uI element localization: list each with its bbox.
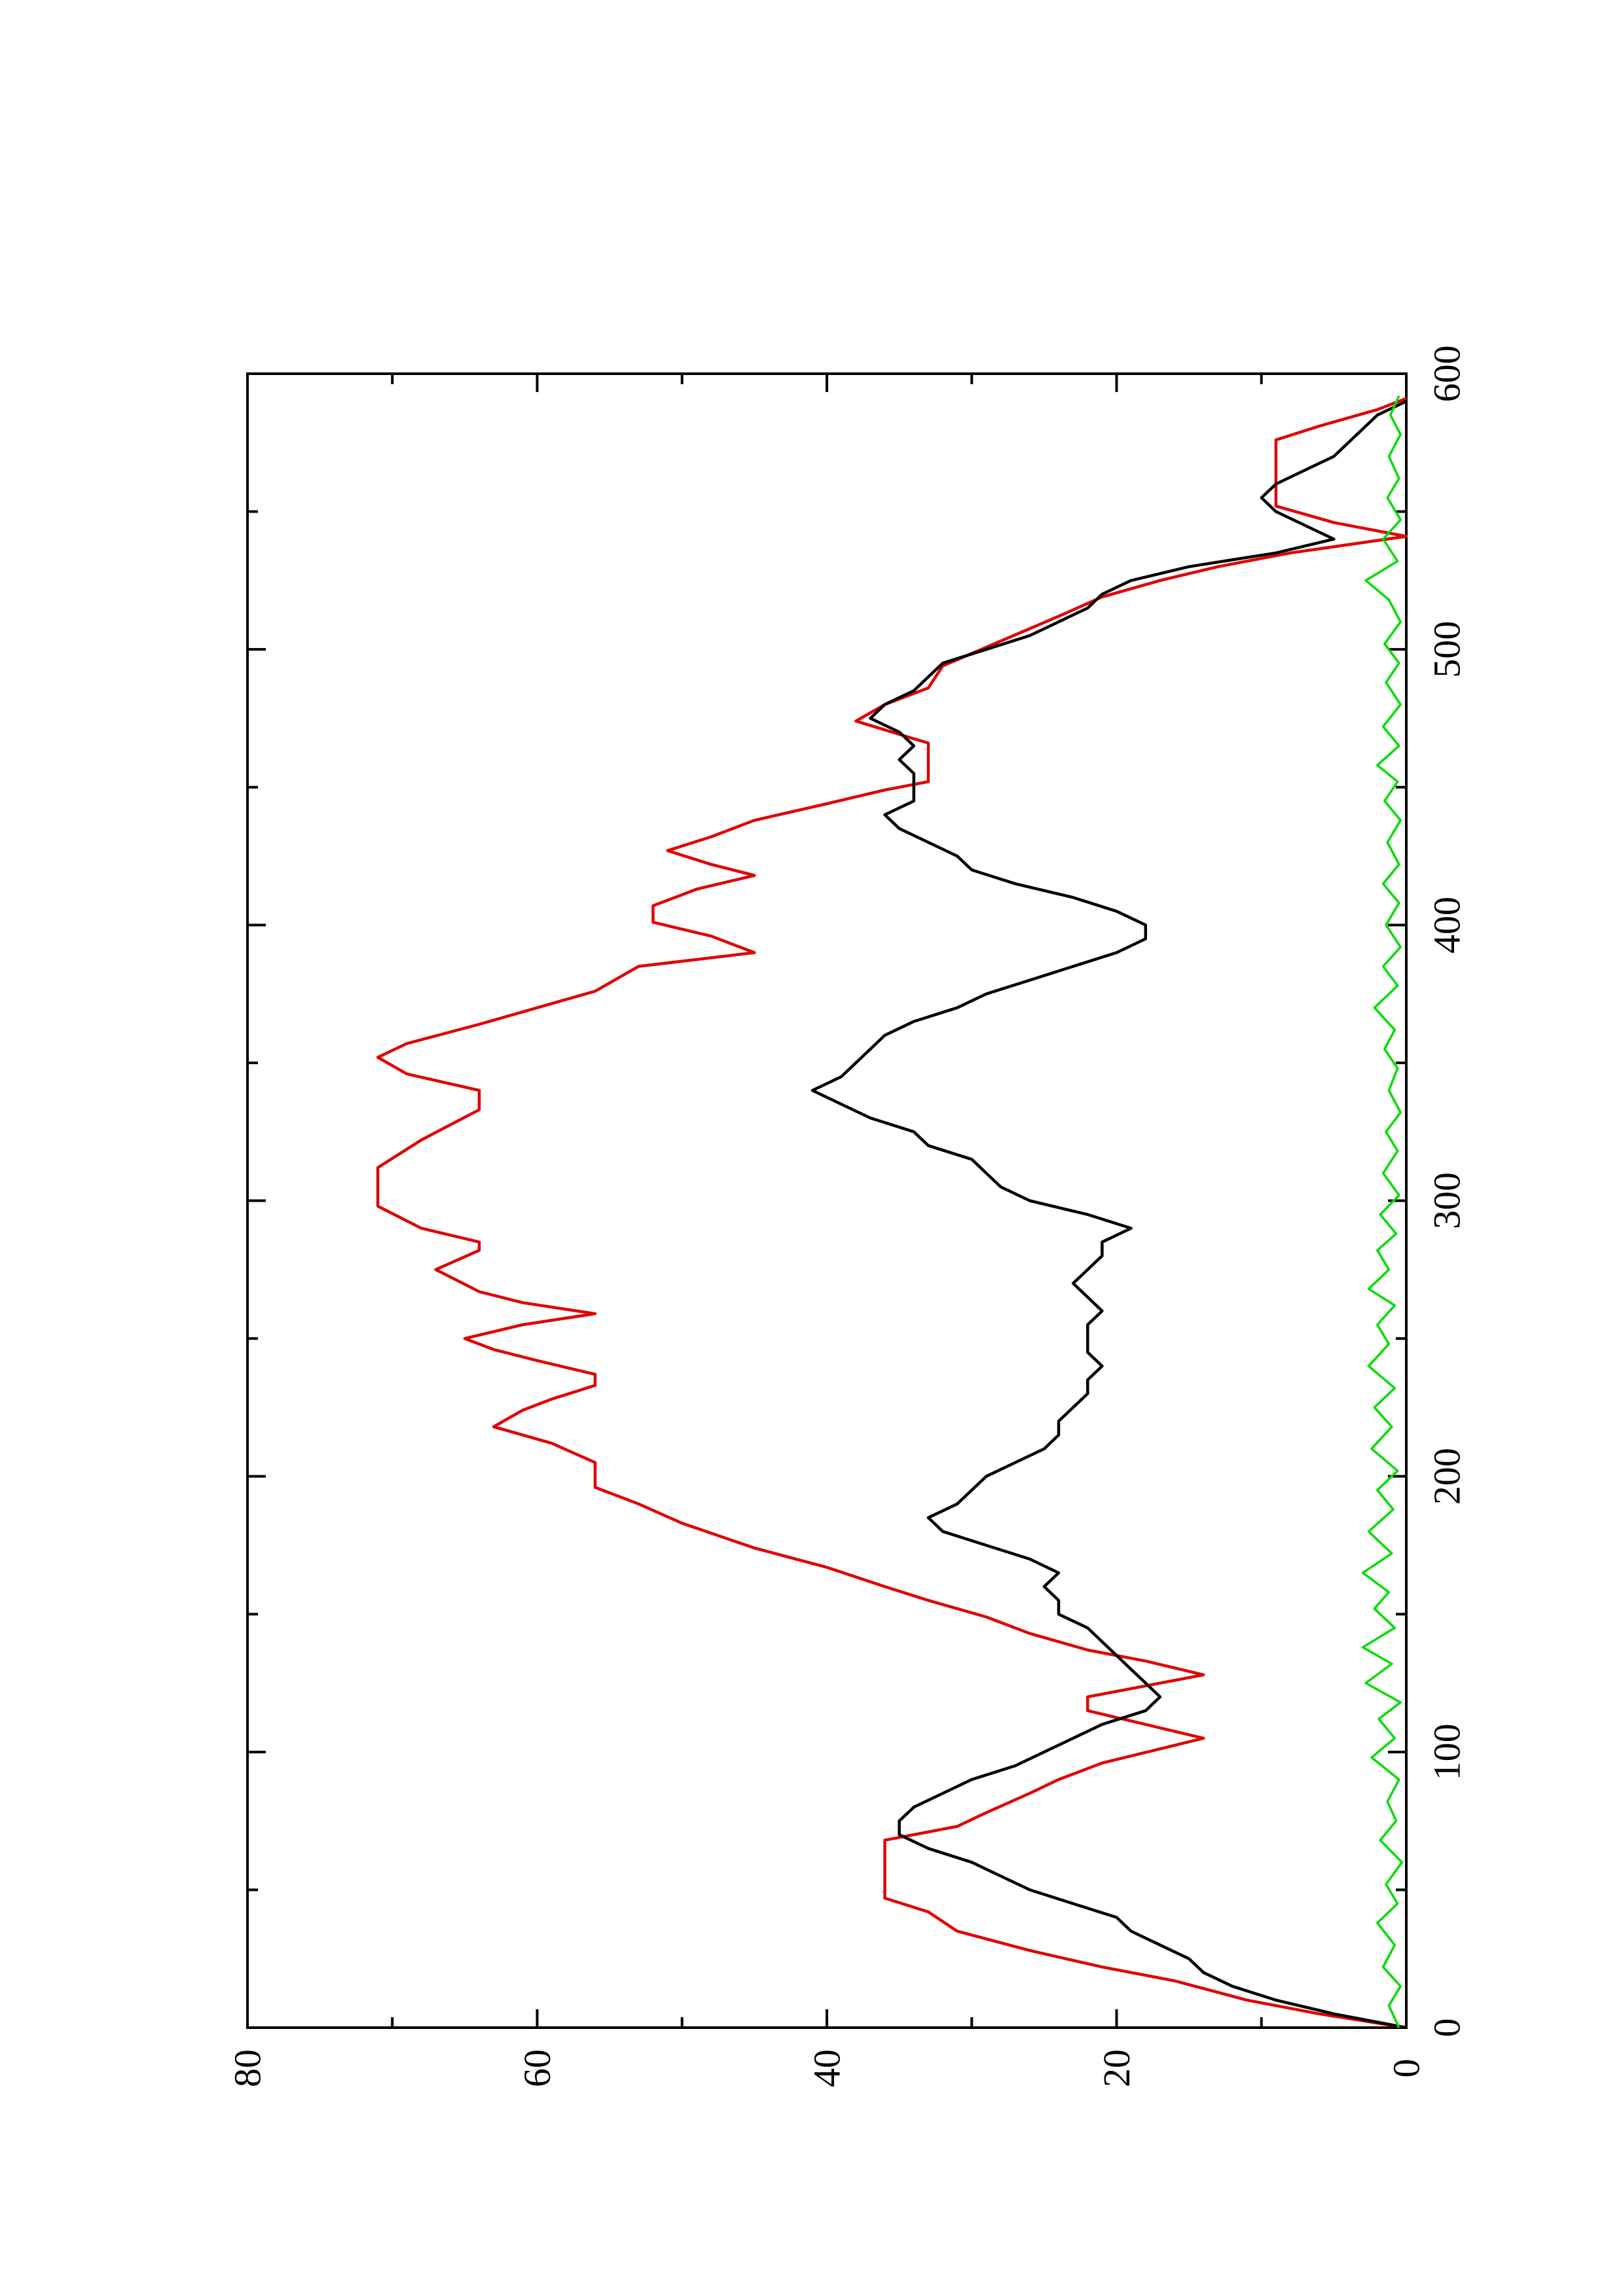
series-layer	[376, 395, 1408, 2030]
y-tick-label: 60	[516, 2049, 558, 2087]
x-tick-label: 600	[1426, 346, 1468, 403]
y-tick-label: 40	[806, 2049, 848, 2087]
x-tick-label: 200	[1426, 1448, 1468, 1505]
series-line-0	[376, 397, 1408, 2030]
y-tick-label: 80	[227, 2049, 269, 2087]
plot-frame	[246, 372, 1408, 2029]
x-tick-label: 400	[1426, 897, 1468, 954]
y-tick-label: 0	[1385, 2059, 1428, 2078]
series-line-1	[811, 400, 1407, 2030]
x-tick-label: 300	[1426, 1172, 1468, 1229]
y-tick-label: 20	[1095, 2049, 1138, 2087]
x-tick-label: 500	[1426, 621, 1468, 678]
ticks	[246, 372, 1408, 2029]
series-line-2	[1361, 395, 1404, 2028]
tick-labels: 0 100 200 300 400 500 600 0 20 40 60 80	[227, 346, 1468, 2088]
x-tick-label: 0	[1426, 2018, 1468, 2037]
x-tick-label: 100	[1426, 1723, 1468, 1780]
